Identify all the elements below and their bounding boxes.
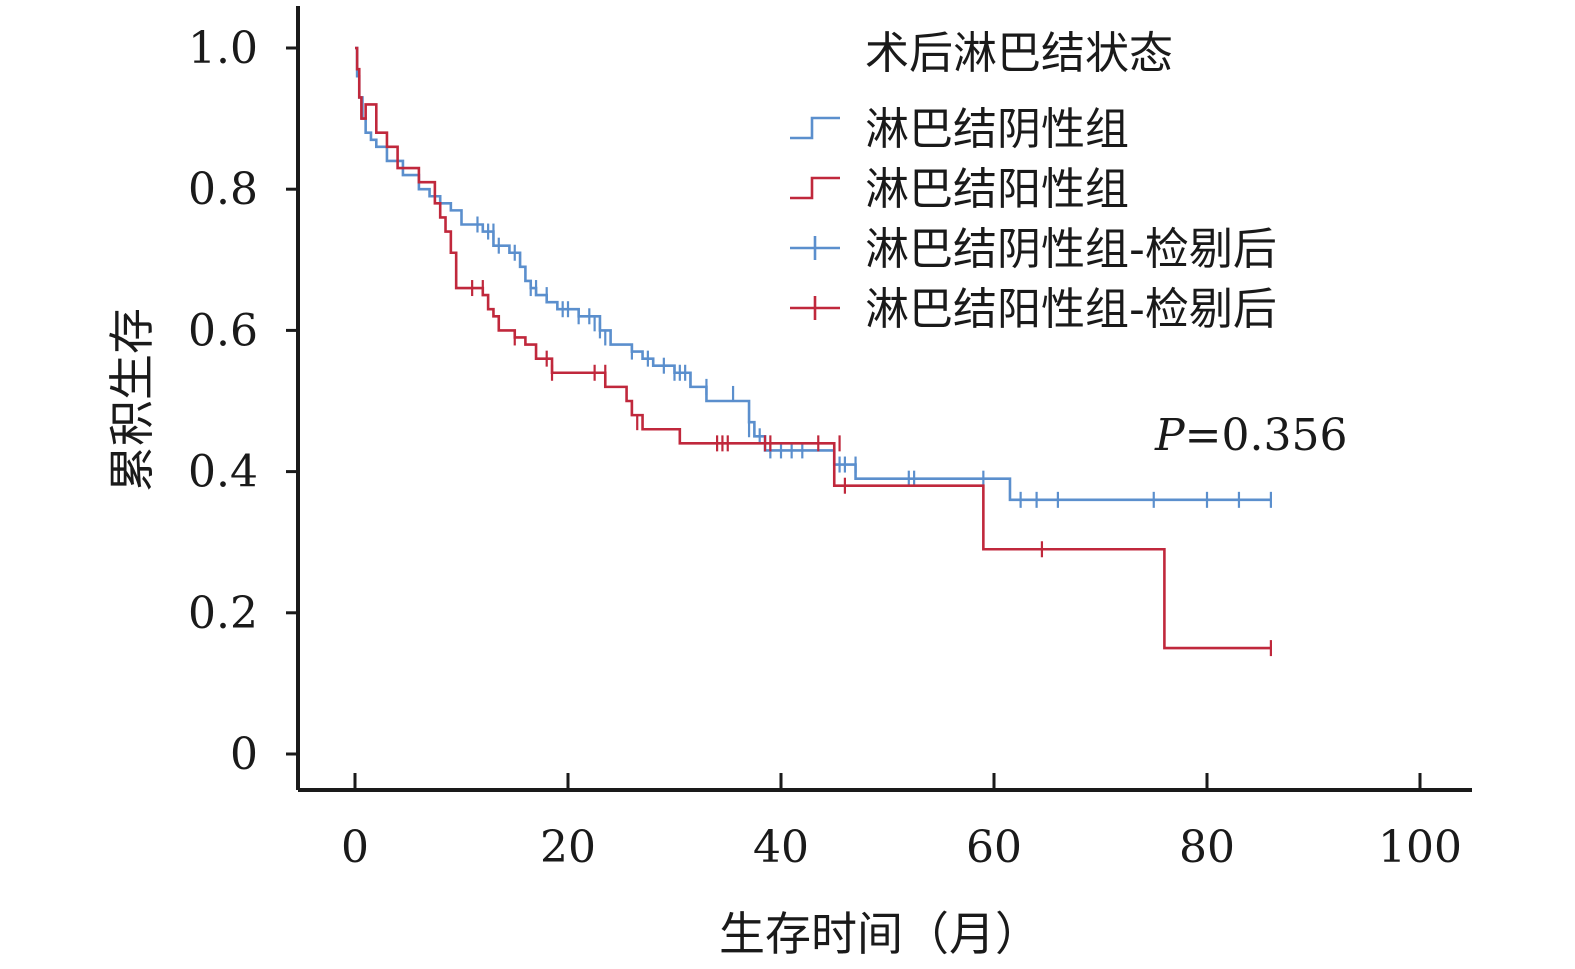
legend-label-3: 淋巴结阳性组-检剔后 <box>865 284 1277 335</box>
legend-label-0: 淋巴结阴性组 <box>865 104 1129 155</box>
x-ticks: 0 20 40 60 80 100 <box>341 773 1462 873</box>
x-tick-label-3: 60 <box>966 822 1022 873</box>
y-ticks: 0 0.2 0.4 0.6 0.8 1.0 <box>188 23 298 780</box>
y-tick-label-2: 0.4 <box>188 447 258 498</box>
legend-step-symbol-1 <box>790 176 840 200</box>
x-tick-label-1: 20 <box>540 822 596 873</box>
y-tick-label-1: 0.2 <box>188 588 258 639</box>
x-axis-label: 生存时间（月） <box>719 907 1041 961</box>
y-tick-label-5: 1.0 <box>188 23 258 74</box>
legend-step-symbol-0 <box>790 116 840 140</box>
y-axis-label: 累积生存 <box>105 308 159 492</box>
legend-label-2: 淋巴结阴性组-检剔后 <box>865 224 1277 275</box>
survival-curves <box>355 46 1273 657</box>
p-value-symbol: P <box>1154 410 1186 461</box>
legend-title: 术后淋巴结状态 <box>865 28 1173 79</box>
y-tick-label-4: 0.8 <box>188 164 258 215</box>
y-tick-label-3: 0.6 <box>188 305 258 356</box>
x-tick-label-2: 40 <box>753 822 809 873</box>
legend-label-1: 淋巴结阳性组 <box>865 164 1129 215</box>
x-tick-label-5: 100 <box>1378 822 1462 873</box>
p-value-text: =0.356 <box>1185 410 1348 461</box>
p-value-annotation: P=0.356 <box>1154 410 1347 461</box>
y-tick-label-0: 0 <box>230 729 258 780</box>
x-tick-label-0: 0 <box>341 822 369 873</box>
x-tick-label-4: 80 <box>1179 822 1235 873</box>
series-1-curve <box>355 46 1271 650</box>
